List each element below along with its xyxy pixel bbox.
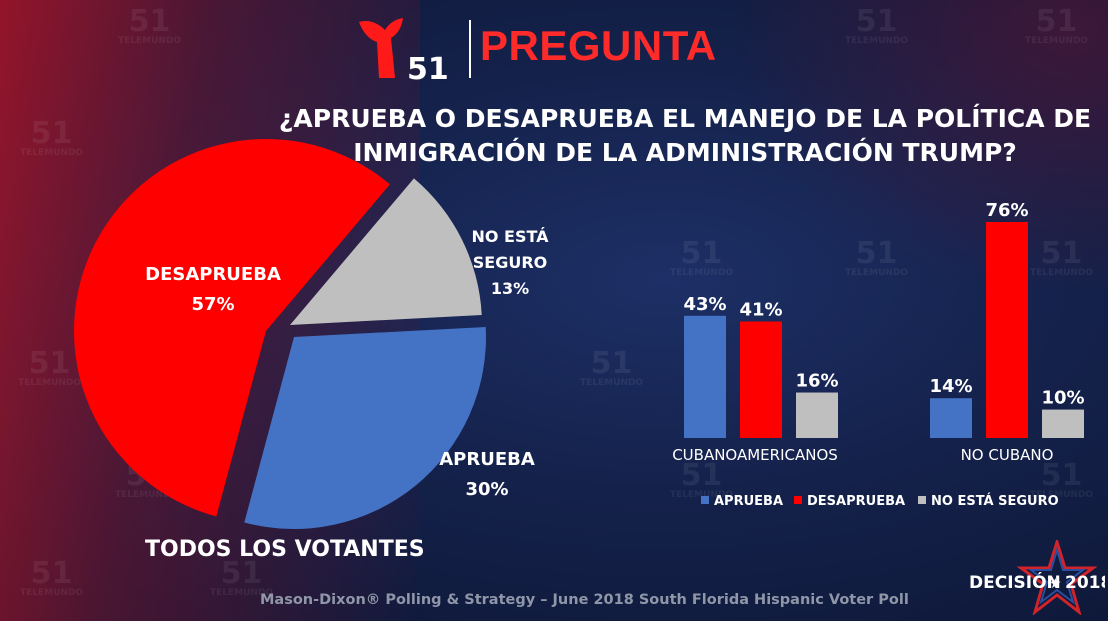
watermark-word: TELEMUNDO <box>845 268 909 278</box>
watermark-number: 51 <box>30 556 73 591</box>
decision-word: DECISIÓN <box>969 571 1061 593</box>
pie-chart: DESAPRUEBA 57% NO ESTÁ SEGURO 13% APRUEBA 30% <box>74 139 549 529</box>
bar-category-label: CUBANOAMERICANOS <box>672 446 838 464</box>
watermark-word: TELEMUNDO <box>18 378 82 388</box>
background-glow <box>728 0 1108 300</box>
legend-label: APRUEBA <box>714 494 783 509</box>
watermark-word: TELEMUNDO <box>20 588 84 598</box>
pie-label-no-seguro-line2: SEGURO <box>473 253 548 272</box>
watermark-number: 51 <box>28 346 71 381</box>
pie-slice-aprueba <box>244 326 486 529</box>
legend-swatch <box>794 496 802 504</box>
bar-value-label: 76% <box>985 200 1028 221</box>
watermark-number: 51 <box>30 116 73 151</box>
bar-value-label: 10% <box>1041 388 1084 409</box>
pie-label-aprueba-line1: APRUEBA <box>439 449 535 470</box>
watermark-word: TELEMUNDO <box>670 490 734 500</box>
watermark-word: TELEMUNDO <box>115 490 179 500</box>
bar-legend: APRUEBA DESAPRUEBA NO ESTÁ SEGURO <box>701 493 1059 509</box>
watermark-number: 51 <box>680 458 723 493</box>
bar-cubanoamericanos-desaprueba <box>740 321 782 438</box>
bar-no-cubano-desaprueba <box>986 222 1028 438</box>
bar-value-label: 41% <box>739 299 782 320</box>
watermark-number: 51 <box>590 346 633 381</box>
pie-label-desaprueba-line2: 57% <box>191 294 234 315</box>
watermark-number: 51 <box>680 236 723 271</box>
bar-value-label: 43% <box>683 294 726 315</box>
pie-label-no-seguro-line1: NO ESTÁ <box>471 227 549 246</box>
source-credit: Mason-Dixon® Polling & Strategy – June 2… <box>260 592 909 608</box>
bar-value-label: 16% <box>795 371 838 392</box>
watermark-number: 51 <box>1040 458 1083 493</box>
legend-label: DESAPRUEBA <box>807 494 905 509</box>
watermark-number: 51 <box>1040 236 1083 271</box>
pie-label-desaprueba-line1: DESAPRUEBA <box>145 264 281 285</box>
question-title: ¿APRUEBA O DESAPRUEBA EL MANEJO DE LA PO… <box>278 104 1092 167</box>
pie-slice-desaprueba <box>74 139 390 517</box>
legend-label: NO ESTÁ SEGURO <box>931 493 1059 509</box>
bar-cubanoamericanos-no-est-seguro <box>796 392 838 438</box>
watermark-word: TELEMUNDO <box>118 36 182 46</box>
legend-swatch <box>701 496 709 504</box>
watermark-word: TELEMUNDO <box>845 36 909 46</box>
subtitle-all-voters: TODOS LOS VOTANTES <box>145 537 425 562</box>
legend-swatch <box>918 496 926 504</box>
pie-label-no-seguro-line3: 13% <box>491 279 529 298</box>
brand-title: PREGUNTA <box>480 22 717 69</box>
watermark-word: TELEMUNDO <box>670 268 734 278</box>
logo-number: 51 <box>407 52 449 82</box>
pie-slice-no-seguro <box>290 178 482 325</box>
bar-category-label: NO CUBANO <box>961 446 1054 464</box>
watermark-word: TELEMUNDO <box>20 148 84 158</box>
telemundo-51-logo: 51 <box>359 18 449 82</box>
bar-chart: 43% 41% 16% CUBANOAMERICANOS 14% 76% 10% NO CUB… <box>672 200 1084 464</box>
watermark-word: TELEMUNDO <box>1030 490 1094 500</box>
bar-no-cubano-aprueba <box>930 398 972 438</box>
watermark-word: TELEMUNDO <box>210 588 274 598</box>
bar-value-label: 14% <box>929 376 972 397</box>
watermark-word: TELEMUNDO <box>1025 36 1089 46</box>
logo-divider <box>469 20 471 78</box>
decision-star-icon: ★ <box>1049 576 1062 592</box>
decision-2018-logo: DECISIÓN ★ 2018 <box>969 540 1105 615</box>
watermark-number: 51 <box>855 4 898 39</box>
pie-label-aprueba-line2: 30% <box>465 479 508 500</box>
watermark-word: TELEMUNDO <box>580 378 644 388</box>
watermark-word: TELEMUNDO <box>1030 268 1094 278</box>
watermark-number: 51 <box>220 556 263 591</box>
watermark-number: 51 <box>1035 4 1078 39</box>
bar-cubanoamericanos-aprueba <box>684 315 726 438</box>
watermark-number: 51 <box>128 4 171 39</box>
decision-year: 2018 <box>1065 573 1105 593</box>
watermark-number: 51 <box>855 236 898 271</box>
bar-no-cubano-no-est-seguro <box>1042 409 1084 438</box>
